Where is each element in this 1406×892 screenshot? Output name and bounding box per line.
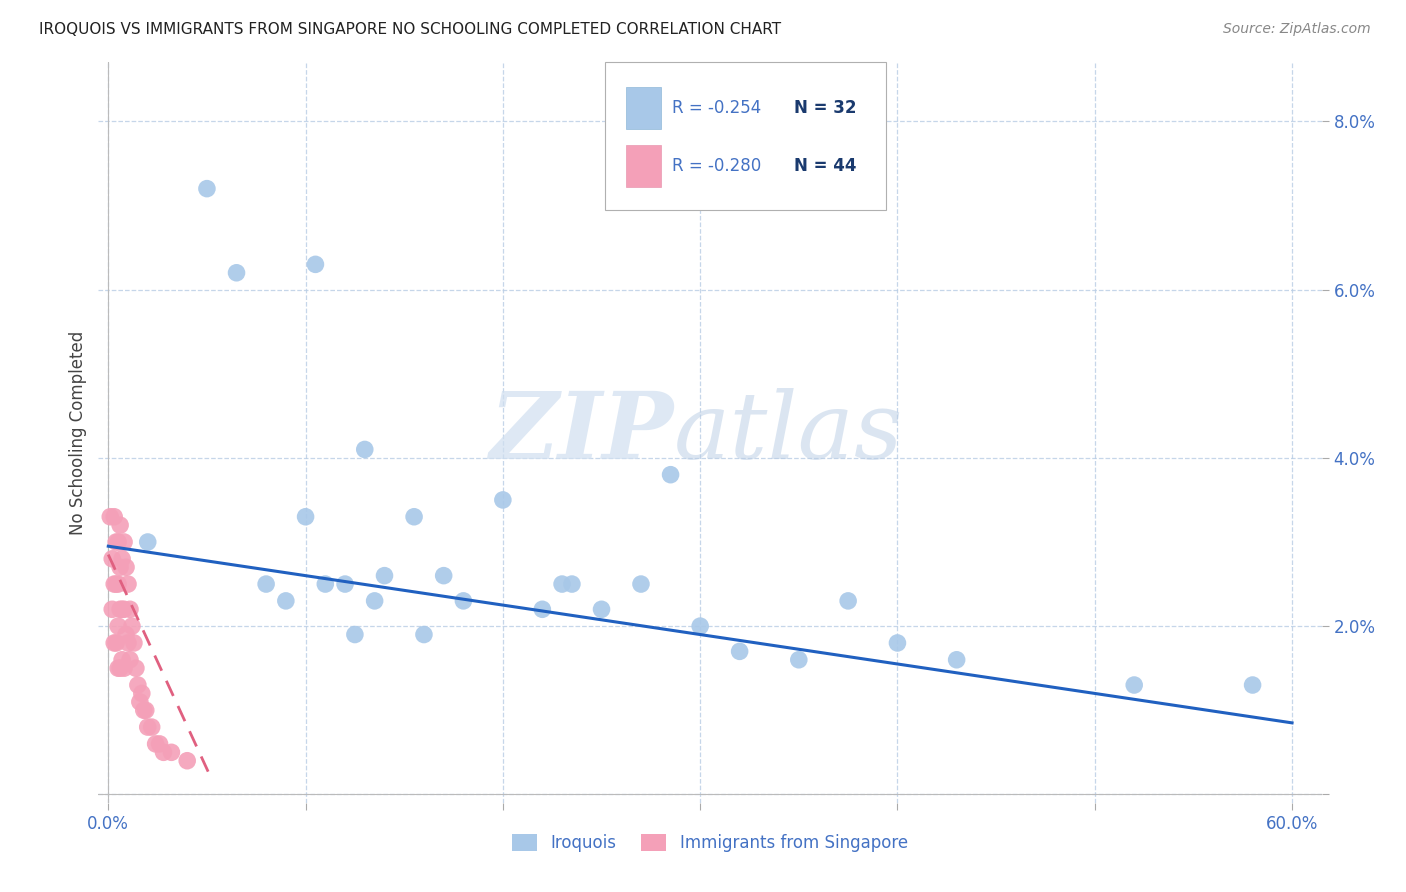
Point: [121, 619, 143, 633]
Point: [111, 551, 134, 566]
Point: [254, 577, 277, 591]
Point: [122, 636, 145, 650]
Point: [103, 636, 125, 650]
Point: [115, 560, 138, 574]
Point: [195, 181, 218, 195]
Point: [404, 509, 426, 524]
Point: [433, 568, 456, 582]
Point: [294, 509, 316, 524]
Point: [945, 653, 967, 667]
Text: N = 32: N = 32: [794, 99, 856, 117]
Text: atlas: atlas: [673, 388, 903, 477]
Point: [492, 492, 515, 507]
Point: [343, 627, 366, 641]
Point: [118, 653, 141, 667]
Point: [101, 551, 124, 566]
Point: [131, 686, 153, 700]
Point: [886, 636, 908, 650]
Point: [728, 644, 751, 658]
Point: [659, 467, 682, 482]
Point: [837, 594, 859, 608]
Point: [363, 594, 385, 608]
Point: [136, 535, 159, 549]
Point: [115, 627, 138, 641]
Point: [314, 577, 336, 591]
Point: [125, 661, 148, 675]
Point: [107, 661, 129, 675]
Point: [531, 602, 554, 616]
Point: [118, 602, 141, 616]
Point: [107, 619, 129, 633]
Point: [103, 509, 125, 524]
Point: [149, 737, 172, 751]
Point: [108, 518, 131, 533]
Point: [1123, 678, 1146, 692]
Point: [112, 602, 135, 616]
Point: [373, 568, 395, 582]
Point: [108, 560, 131, 574]
Point: [561, 577, 583, 591]
Point: [108, 661, 131, 675]
Point: [111, 653, 134, 667]
Point: [225, 266, 247, 280]
Point: [117, 636, 139, 650]
Point: [111, 602, 134, 616]
Point: [136, 720, 159, 734]
Point: [333, 577, 356, 591]
Point: [630, 577, 652, 591]
Point: [101, 602, 124, 616]
Point: [689, 619, 711, 633]
Point: [107, 577, 129, 591]
Y-axis label: No Schooling Completed: No Schooling Completed: [69, 331, 87, 534]
Point: [274, 594, 297, 608]
Point: [128, 695, 150, 709]
Point: [304, 257, 326, 271]
Point: [127, 678, 149, 692]
Point: [103, 577, 125, 591]
Point: [353, 442, 375, 457]
Point: [145, 737, 167, 751]
Point: [105, 535, 128, 549]
Point: [413, 627, 436, 641]
Point: [152, 745, 174, 759]
Legend: Iroquois, Immigrants from Singapore: Iroquois, Immigrants from Singapore: [508, 830, 912, 857]
Text: IROQUOIS VS IMMIGRANTS FROM SINGAPORE NO SCHOOLING COMPLETED CORRELATION CHART: IROQUOIS VS IMMIGRANTS FROM SINGAPORE NO…: [39, 22, 782, 37]
Point: [176, 754, 198, 768]
Text: R = -0.254: R = -0.254: [672, 99, 761, 117]
Text: Source: ZipAtlas.com: Source: ZipAtlas.com: [1223, 22, 1371, 37]
Text: R = -0.280: R = -0.280: [672, 157, 761, 175]
Text: ZIP: ZIP: [489, 388, 673, 477]
Point: [591, 602, 613, 616]
Point: [160, 745, 183, 759]
Point: [117, 577, 139, 591]
Point: [108, 602, 131, 616]
Point: [141, 720, 163, 734]
Point: [453, 594, 475, 608]
Point: [551, 577, 574, 591]
Point: [135, 703, 157, 717]
Point: [112, 535, 135, 549]
Point: [787, 653, 810, 667]
Text: N = 44: N = 44: [794, 157, 856, 175]
Point: [112, 661, 135, 675]
Point: [105, 577, 128, 591]
Point: [132, 703, 155, 717]
Point: [98, 509, 121, 524]
Point: [107, 535, 129, 549]
Point: [105, 636, 128, 650]
Point: [1241, 678, 1264, 692]
